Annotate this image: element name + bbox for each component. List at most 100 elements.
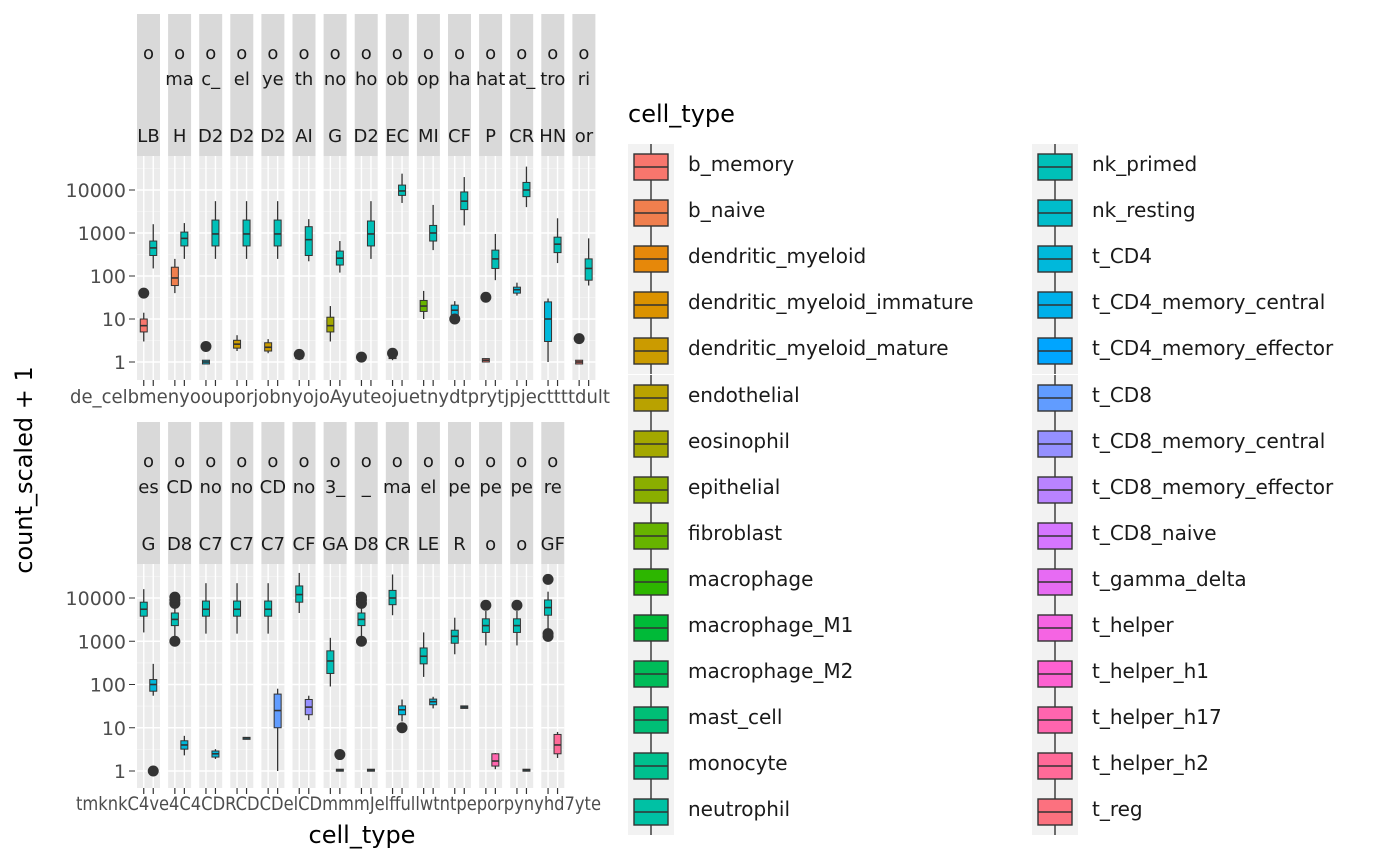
facet-strip xyxy=(137,422,160,564)
legend-label: t_CD4 xyxy=(1092,244,1152,269)
facet-strip-label: CR xyxy=(385,534,410,555)
facet-strip-label: R xyxy=(453,534,466,555)
panel-background xyxy=(261,156,285,380)
legend-label: mast_cell xyxy=(688,705,783,730)
facet-strip-label: o xyxy=(578,43,589,64)
legend-label: neutrophil xyxy=(688,797,791,822)
facet-strip xyxy=(541,422,565,564)
outlier-point xyxy=(334,749,346,761)
outlier-point xyxy=(355,591,367,603)
legend-label: dendritic_myeloid_mature xyxy=(688,336,949,361)
legend-label: macrophage xyxy=(688,566,814,591)
facet-strip xyxy=(541,14,565,156)
legend-label: b_memory xyxy=(688,152,795,176)
facet-strip xyxy=(510,422,534,564)
facet-strip-label: no xyxy=(231,477,253,498)
outlier-point xyxy=(200,340,212,352)
legend-key-swatch xyxy=(1032,789,1078,836)
facet-panel: o ha CF xyxy=(448,14,471,386)
facet-strip-label: ye xyxy=(262,69,284,90)
facet-strip-label: ri xyxy=(578,69,590,90)
legend-label: t_CD8_memory_effector xyxy=(1092,474,1334,499)
panel-background xyxy=(168,156,192,380)
facet-strip-label: D2 xyxy=(229,126,254,147)
facet-strip-label: LE xyxy=(418,534,439,555)
facet-strip-label: CD xyxy=(166,477,192,498)
facet-strip-label: EC xyxy=(385,126,409,147)
legend-label: fibroblast xyxy=(688,520,783,545)
facet-panel: o no CF xyxy=(292,422,316,794)
legend-label: t_CD4_memory_effector xyxy=(1092,336,1334,361)
facet-strip xyxy=(230,422,254,564)
legend-label: t_reg xyxy=(1092,797,1143,822)
facet-strip-label: GA xyxy=(322,534,349,555)
outlier-point xyxy=(169,635,181,647)
legend-key-swatch xyxy=(628,144,674,190)
facet-strip xyxy=(199,14,223,156)
facet-strip xyxy=(416,422,440,564)
facet-strip xyxy=(230,14,254,156)
facet-strip xyxy=(572,14,596,156)
outlier-point xyxy=(542,573,554,585)
facet-panel: o CD D8 xyxy=(166,422,193,794)
facet-strip-label: C7 xyxy=(261,534,285,555)
facet-strip-label: HN xyxy=(539,126,566,147)
facet-strip-label: o xyxy=(174,451,185,472)
facet-strip-label: pe xyxy=(448,477,471,498)
legend-key-swatch xyxy=(1032,190,1078,237)
facet-strip-label: D2 xyxy=(354,126,379,147)
y-tick-label: 10000 xyxy=(66,588,126,610)
x-tick-labels-overlapping: tmknkC4ve4C4CDRCDCDelCDmmmJelffullwtntpe… xyxy=(76,793,601,815)
facet-strip-label: o xyxy=(330,43,341,64)
facet-strip-label: o xyxy=(361,451,372,472)
facet-strip-label: o xyxy=(485,534,496,555)
facet-strip-label: C7 xyxy=(230,534,254,555)
panel-background xyxy=(292,156,316,380)
facet-strip-label: o xyxy=(547,43,558,64)
facet-strip-label: ma xyxy=(165,69,194,90)
panel-background xyxy=(385,156,409,380)
legend-key-swatch xyxy=(628,328,674,375)
facet-panel: o ma H xyxy=(165,14,194,386)
facet-strip-label: H xyxy=(173,126,187,147)
facet-strip xyxy=(448,14,471,156)
facet-strip xyxy=(479,14,503,156)
facet-panel: o ob EC xyxy=(385,14,409,386)
y-tick-label: 1000 xyxy=(78,631,126,653)
facet-strip-label: o xyxy=(267,43,278,64)
outlier-point xyxy=(355,635,367,647)
legend-label: epithelial xyxy=(688,474,781,499)
facet-strip-label: LB xyxy=(137,126,159,147)
outlier-point xyxy=(169,591,181,603)
facet-strip xyxy=(479,422,503,564)
facet-strip-label: o xyxy=(547,451,558,472)
facet-panel: o _ D8 xyxy=(354,422,379,794)
y-tick-label: 1000 xyxy=(78,223,126,245)
facet-strip-label: re xyxy=(544,477,562,498)
legend-key-swatch xyxy=(628,420,674,467)
axis-layer: count_scaled + 1 cell_type xyxy=(10,366,415,849)
legend-key-swatch xyxy=(1032,697,1078,744)
legend-label: t_CD4_memory_central xyxy=(1092,290,1326,315)
legend-key-swatch xyxy=(1032,466,1078,513)
legend-key-swatch xyxy=(628,236,674,283)
facet-strip-label: o xyxy=(454,451,465,472)
facet-strip-label: no xyxy=(324,69,346,90)
facet-strip xyxy=(416,14,440,156)
facet-strip-label: CR xyxy=(509,126,534,147)
outlier-point xyxy=(355,351,367,363)
legend-label: t_gamma_delta xyxy=(1092,566,1247,591)
facet-strip xyxy=(354,14,378,156)
legend-key-swatch xyxy=(628,697,674,744)
legend-key-swatch xyxy=(1032,743,1078,790)
facet-strip-label: o xyxy=(298,43,309,64)
facet-strip-label: el xyxy=(234,69,250,90)
facet-panel: o hat P xyxy=(476,14,505,386)
box-t_CD4 xyxy=(544,301,553,342)
facet-strip-label: o xyxy=(361,43,372,64)
outlier-point xyxy=(511,599,523,611)
facet-strip-label: o xyxy=(236,451,247,472)
legend-label: macrophage_M2 xyxy=(688,659,854,684)
legend-key-swatch xyxy=(1032,512,1078,559)
facet-strip-label: CD xyxy=(260,477,286,498)
